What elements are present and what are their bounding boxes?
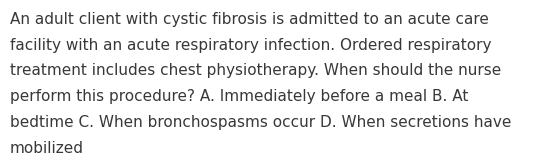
Text: An adult client with cystic fibrosis is admitted to an acute care: An adult client with cystic fibrosis is … (10, 12, 489, 27)
Text: mobilized: mobilized (10, 141, 84, 156)
Text: treatment includes chest physiotherapy. When should the nurse: treatment includes chest physiotherapy. … (10, 63, 501, 78)
Text: facility with an acute respiratory infection. Ordered respiratory: facility with an acute respiratory infec… (10, 38, 492, 53)
Text: perform this procedure? A. Immediately before a meal B. At: perform this procedure? A. Immediately b… (10, 89, 468, 104)
Text: bedtime C. When bronchospasms occur D. When secretions have: bedtime C. When bronchospasms occur D. W… (10, 115, 512, 130)
